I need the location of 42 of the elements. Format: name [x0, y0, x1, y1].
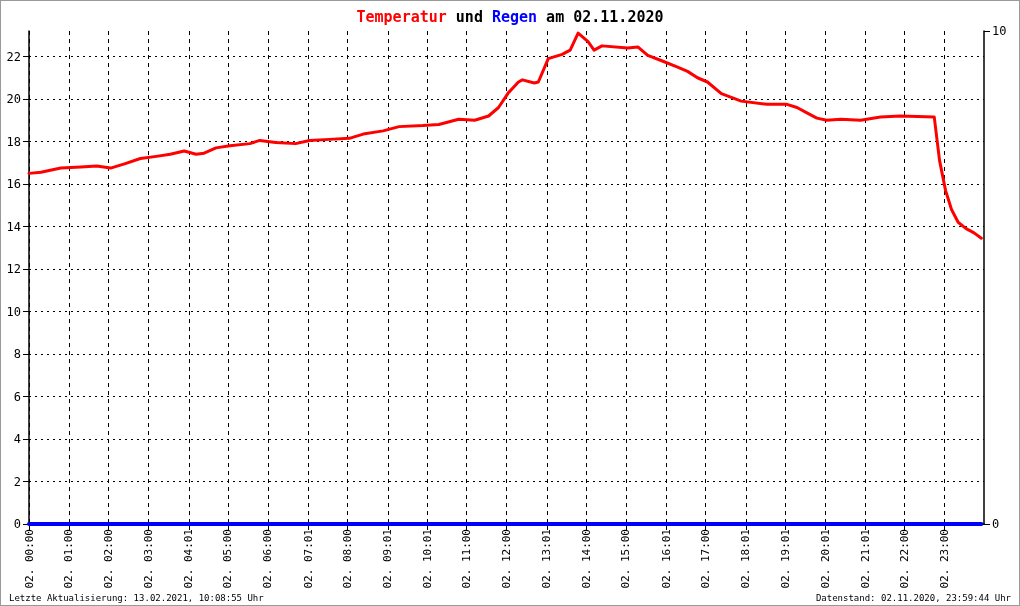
y-tick-label: 12 — [6, 262, 21, 276]
x-tick-label: 02. 22:00 — [897, 529, 911, 589]
y-tick-label: 10 — [6, 304, 21, 319]
x-tick-label: 02. 01:00 — [62, 529, 76, 589]
x-tick-label: 02. 21:01 — [858, 529, 872, 589]
chart-title: Temperatur und Regen am 02.11.2020 — [356, 7, 664, 26]
x-tick-label: 02. 10:01 — [421, 529, 435, 589]
y-tick-label: 14 — [6, 219, 21, 234]
y-tick-label: 2 — [13, 474, 21, 489]
x-tick-label: 02. 02:00 — [102, 529, 116, 589]
x-tick-label: 02. 05:00 — [221, 529, 235, 589]
x-tick-label: 02. 07:01 — [301, 529, 315, 589]
y-tick-label: 16 — [6, 177, 21, 191]
x-tick-label: 02. 00:00 — [22, 529, 36, 589]
y-tick-label: 18 — [6, 134, 21, 149]
x-tick-label: 02. 13:01 — [540, 529, 554, 589]
x-tick-label: 02. 06:00 — [261, 529, 275, 589]
y-tick-label: 4 — [13, 432, 21, 446]
x-tick-label: 02. 04:01 — [182, 529, 196, 589]
x-tick-label: 02. 08:00 — [340, 529, 354, 589]
y-tick-label: 22 — [6, 49, 21, 64]
y-tick-label: 20 — [6, 92, 21, 106]
x-tick-label: 02. 20:01 — [819, 529, 832, 589]
x-tick-label: 02. 17:00 — [698, 529, 712, 589]
text: Letzte Aktualisierung: 13.02.2021, 10:08:55 Uhr — [9, 592, 265, 603]
x-tick-label: 02. 03:00 — [141, 529, 155, 589]
x-tick-label: 02. 19:01 — [779, 529, 793, 589]
x-tick-label: 02. 16:01 — [659, 529, 673, 589]
y2-tick-label: 10 — [992, 24, 1007, 38]
line-series — [27, 31, 983, 240]
x-tick-label: 02. 12:00 — [500, 529, 513, 589]
y2-tick-label: 0 — [992, 517, 1000, 531]
x-tick-label: 02. 11:00 — [460, 529, 474, 589]
x-tick-label: 02. 14:00 — [579, 529, 593, 589]
y-tick-label: 6 — [13, 389, 21, 404]
x-tick-label: 02. 09:01 — [381, 529, 395, 589]
y-tick-label: 8 — [13, 347, 21, 361]
x-tick-label: 02. 23:00 — [937, 529, 951, 589]
x-tick-label: 02. 18:01 — [739, 529, 753, 589]
x-tick-label: 02. 15:00 — [619, 529, 633, 589]
y-tick-label: 0 — [13, 517, 21, 531]
text: Datenstand: 02.11.2020, 23:59:44 Uhr — [815, 592, 1012, 603]
